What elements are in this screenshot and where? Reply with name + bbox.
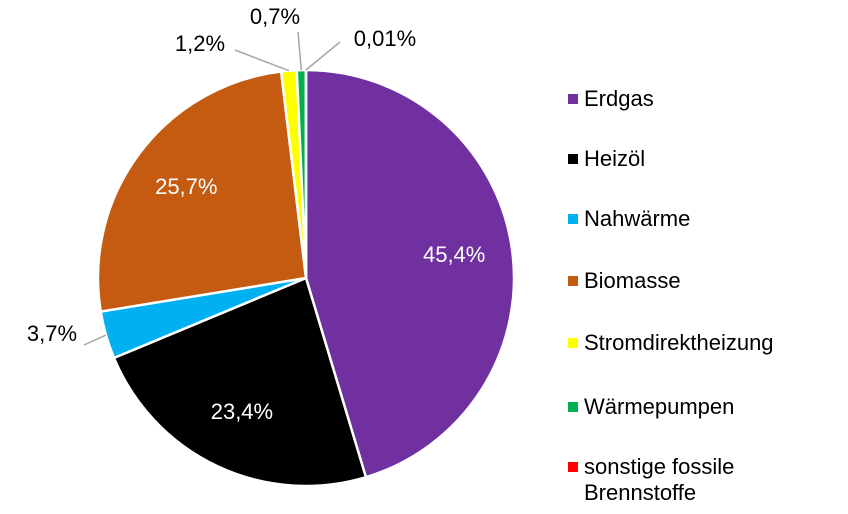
legend-swatch xyxy=(568,94,578,104)
legend-item: Erdgas xyxy=(568,86,848,112)
leader-line xyxy=(297,31,303,71)
legend-item: sonstige fossile Brennstoffe xyxy=(568,454,848,506)
legend-swatch xyxy=(568,402,578,412)
legend-item: Nahwärme xyxy=(568,206,848,232)
legend-label: Heizöl xyxy=(584,146,646,171)
legend-label: sonstige fossile Brennstoffe xyxy=(584,454,735,505)
data-label: 0,7% xyxy=(250,4,300,29)
legend-swatch xyxy=(568,338,578,348)
legend-label: Nahwärme xyxy=(584,206,691,231)
legend-label: Erdgas xyxy=(584,86,654,111)
legend-swatch xyxy=(568,462,578,472)
data-label: 1,2% xyxy=(175,31,225,56)
legend-label: Stromdirektheizung xyxy=(584,330,774,355)
legend-swatch xyxy=(568,154,578,164)
data-label: 25,7% xyxy=(155,174,217,199)
legend-item: Stromdirektheizung xyxy=(568,330,848,356)
pie-slice xyxy=(96,70,308,314)
legend-label: Wärmepumpen xyxy=(584,394,735,419)
legend-item: Heizöl xyxy=(568,146,848,172)
data-label: 0,01% xyxy=(354,26,416,51)
leader-line xyxy=(83,334,107,346)
data-label: 23,4% xyxy=(211,399,273,424)
legend-swatch xyxy=(568,276,578,286)
legend-item: Wärmepumpen xyxy=(568,394,848,420)
leader-line xyxy=(305,41,341,71)
legend-item: Biomasse xyxy=(568,268,848,294)
data-label: 45,4% xyxy=(423,242,485,267)
legend-label: Biomasse xyxy=(584,268,681,293)
pie-slice xyxy=(112,276,368,488)
legend-swatch xyxy=(568,214,578,224)
leader-line xyxy=(234,49,290,72)
pie-slice xyxy=(304,68,516,479)
data-label: 3,7% xyxy=(27,321,77,346)
